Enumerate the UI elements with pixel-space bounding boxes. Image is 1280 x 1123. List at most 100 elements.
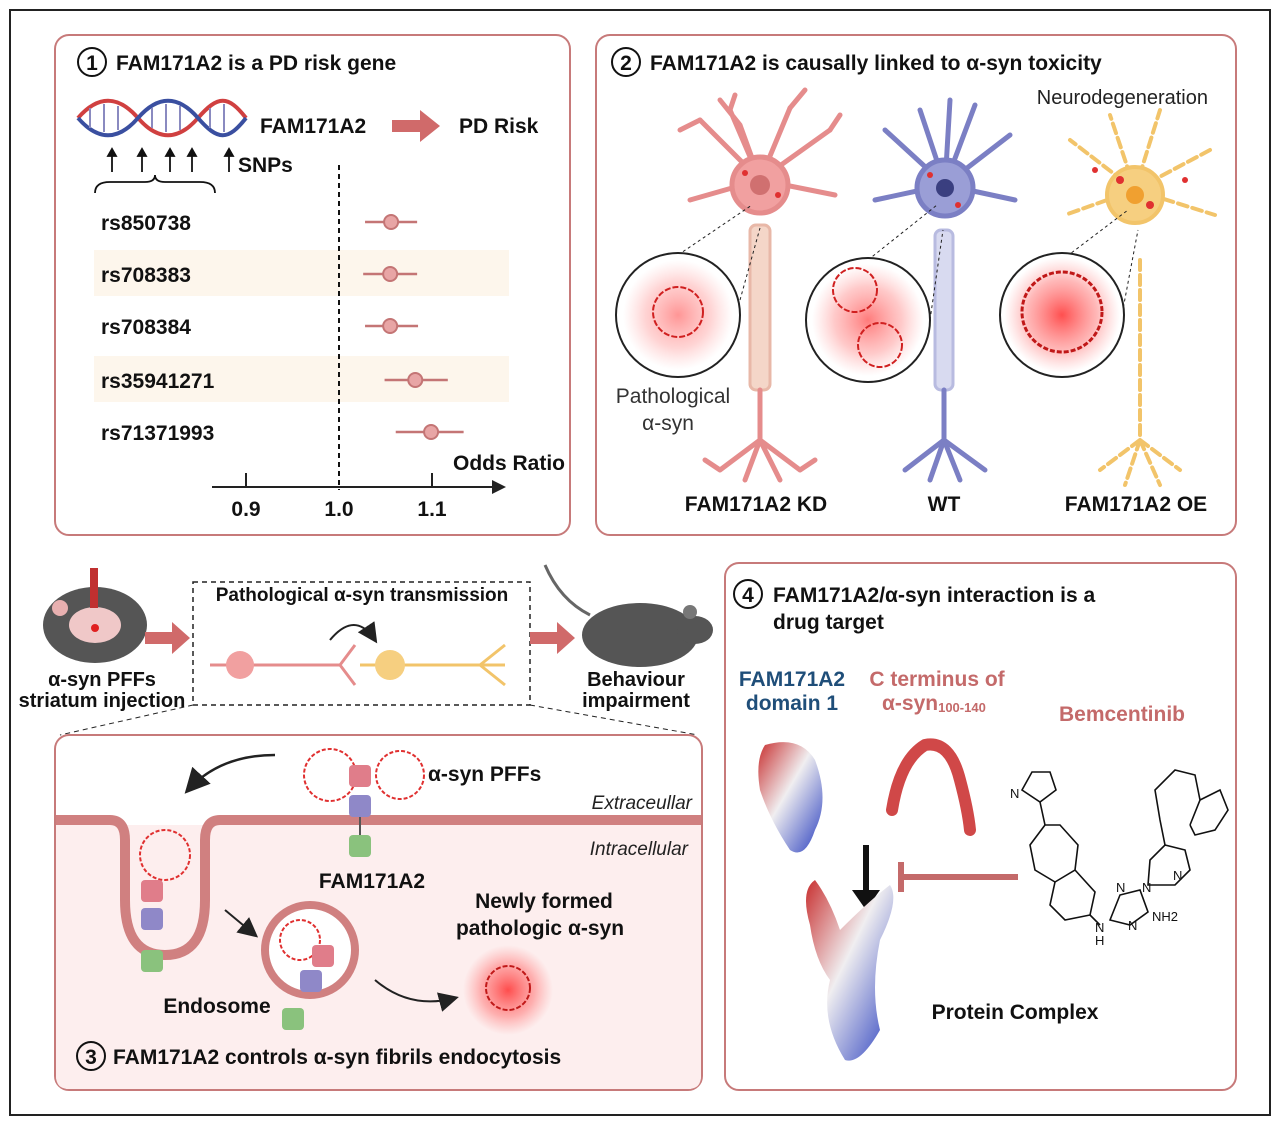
forest-plot: rs850738 rs708383 rs708384 rs35941271 rs7137… [94,165,565,521]
arrow-right-icon [145,622,190,654]
panel-number: 3 [85,1046,97,1069]
neurodegeneration-label: Neurodegeneration [1037,87,1208,109]
panel-title-line1: FAM171A2/α-syn interaction is a [773,584,1095,607]
odds-ratio-point [383,214,400,230]
x-axis-arrow-icon [492,480,506,494]
neuron-wt [872,97,1018,483]
zoom-line [59,704,194,736]
panel-number: 2 [620,52,632,75]
atom-n: N [1173,868,1182,883]
panel-title: FAM171A2 controls α-syn fibrils endocyto… [113,1046,561,1069]
snp-label: rs708384 [101,316,191,339]
fam171a2-receptor-icon [303,748,425,857]
intracellular-region [56,825,701,1089]
mouse-injection-icon [43,568,147,663]
condition-oe: FAM171A2 OE [1065,493,1207,516]
bemcentinib-structure [1020,769,1229,926]
newly-formed-line2: pathologic α-syn [456,917,624,940]
forest-row: rs708383 [94,250,509,296]
intracellular-label: Intracellular [590,839,689,860]
transmission-label: Pathological α-syn transmission [216,585,509,606]
panel-title: FAM171A2 is causally linked to α-syn tox… [650,52,1102,75]
condition-kd: FAM171A2 KD [685,493,827,516]
domain-label-line1: FAM171A2 [739,668,845,691]
receptor-label: FAM171A2 [319,870,425,893]
endosome-label: Endosome [163,995,270,1018]
panel-number-badge [611,47,641,77]
snp-label: rs708383 [101,264,191,287]
atom-n: N [1142,880,1151,895]
dna-helix-icon [76,98,248,138]
mouse-icon [543,564,713,667]
fibril-cluster [485,965,531,1011]
domain-label-line2: domain 1 [746,692,839,715]
odds-ratio-point [382,318,399,334]
panel-number-badge [733,579,763,609]
gene-label: FAM171A2 [260,115,366,138]
atom-nh2: NH2 [1152,909,1178,924]
fibril-cluster [857,322,903,368]
neuron-kd [677,87,843,483]
fibril-cluster [832,267,878,313]
arrow-icon [374,979,459,1012]
snps-label: SNPs [238,154,293,177]
down-arrow-head-icon [852,890,880,910]
forest-row: rs35941271 [94,356,509,402]
invagination-receptor [139,829,191,972]
forest-row: rs708384 [101,316,419,339]
panel-number-badge [77,47,107,77]
injection-label-line1: α-syn PFFs [48,669,156,691]
zoom-line [867,204,938,261]
asyn-aggregate [623,260,733,370]
atom-n: N [1010,786,1019,801]
panel-number: 4 [742,584,754,607]
neuron-oe [1063,108,1217,487]
atom-n: N [1095,920,1104,935]
transmission-box [192,581,531,706]
pathological-label-line2: α-syn [642,412,694,435]
panel-title-line2: drug target [773,611,884,634]
panel-pd-risk-gene: 1 FAM171A2 is a PD risk gene FAM171A2 PD… [54,34,571,536]
fam171a2-domain-structure [758,742,823,853]
zoom-line [529,704,699,736]
odds-ratio-point [423,424,440,440]
newly-formed-line1: Newly formed [475,890,613,913]
panel-asyn-toxicity: 2 FAM171A2 is causally linked to α-syn t… [595,34,1237,536]
injection-label-line2: striatum injection [19,690,186,712]
arrow-right-icon [530,622,575,654]
panel-drug-target: 4 FAM171A2/α-syn interaction is a drug t… [724,562,1237,1091]
condition-wt: WT [928,493,961,516]
behaviour-label-line1: Behaviour [587,669,685,691]
snp-label: rs35941271 [101,370,215,393]
arrow-right-icon [392,110,440,142]
cell-membrane [56,815,701,961]
new-pathologic-asyn [463,945,553,1035]
atom-n: N [1128,918,1137,933]
cterm-label-line2: α-syn100-140 [882,692,986,715]
snp-label: rs71371993 [101,422,214,445]
odds-ratio-point [407,372,424,388]
atom-n: N [1116,880,1125,895]
outer-frame [9,9,1271,1116]
x-tick-label: 0.9 [231,498,260,521]
pathological-label-line1: Pathological [616,385,730,408]
row-shade [94,250,509,296]
drug-label: Bemcentinib [1059,703,1185,726]
forest-row: rs850738 [101,212,418,235]
panel-number: 1 [86,52,98,75]
transmission-neurons [210,621,506,687]
cterm-label-line1: C terminus of [869,668,1005,691]
protein-complex-structure [806,880,894,1061]
atom-h: H [1095,933,1104,948]
zoom-line [1061,209,1129,261]
zoom-line [1119,229,1139,326]
zoom-line [739,227,761,301]
snp-arrows-icon [94,147,235,194]
snp-label: rs850738 [101,212,191,235]
x-axis-label: Odds Ratio [453,452,565,475]
behaviour-label-line2: impairment [582,690,690,712]
x-tick-label: 1.0 [324,498,353,521]
asyn-aggregate [812,264,924,376]
odds-ratio-point [382,266,399,282]
